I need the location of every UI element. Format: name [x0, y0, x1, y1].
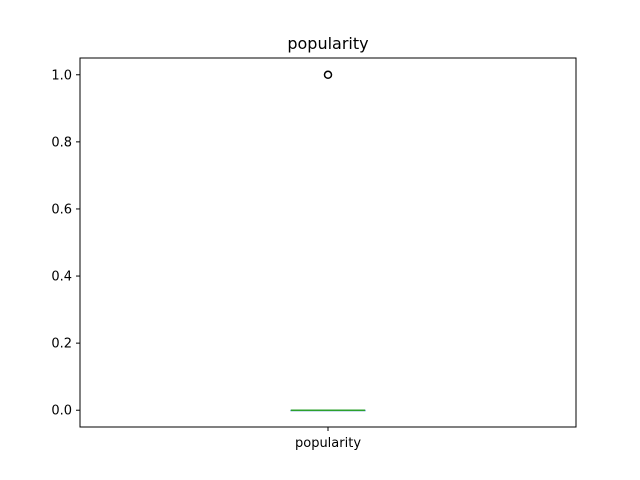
x-tick-label: popularity — [295, 436, 361, 451]
y-tick-label: 0.4 — [51, 270, 72, 285]
x-axis: popularity — [295, 427, 361, 451]
y-tick-label: 0.8 — [51, 135, 72, 150]
outlier-point — [323, 70, 333, 80]
chart-title: popularity — [287, 34, 368, 53]
plot-frame — [79, 57, 577, 428]
box-group — [290, 70, 366, 412]
y-tick-label: 0.2 — [51, 337, 72, 352]
y-tick-label: 0.0 — [51, 404, 72, 419]
y-tick-label: 0.6 — [51, 202, 72, 217]
y-axis: 0.0 0.2 0.4 0.6 0.8 1.0 — [51, 68, 80, 419]
y-tick-label: 1.0 — [51, 68, 72, 83]
